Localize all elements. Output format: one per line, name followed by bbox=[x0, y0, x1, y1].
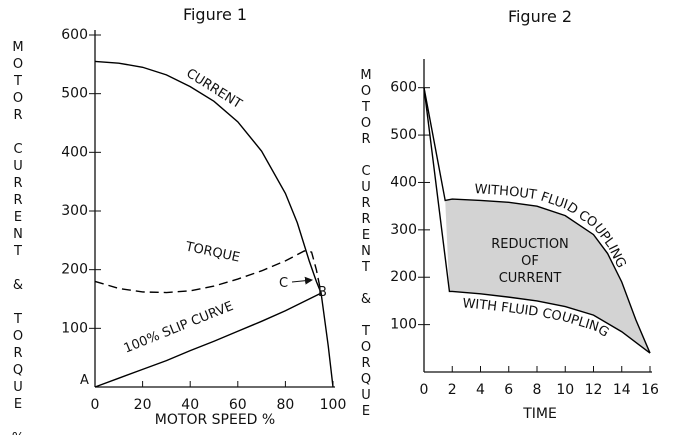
line bbox=[94, 250, 322, 294]
x-axis-label: TIME bbox=[522, 406, 557, 422]
annotation: A bbox=[80, 373, 89, 388]
x-tick-label: 20 bbox=[134, 397, 152, 413]
line bbox=[423, 87, 651, 354]
y-axis-label: MOTOR CURRENT & TORQUE % bbox=[359, 68, 374, 435]
y-tick-label: 200 bbox=[61, 262, 88, 278]
x-tick-label: 12 bbox=[585, 382, 603, 398]
line bbox=[94, 60, 334, 388]
line bbox=[423, 87, 651, 354]
y-tick-label: 400 bbox=[61, 144, 88, 160]
line bbox=[94, 292, 322, 388]
x-tick-label: 14 bbox=[613, 382, 631, 398]
x-tick-label: 10 bbox=[556, 382, 574, 398]
y-tick-label: 400 bbox=[390, 174, 417, 190]
y-tick-label: 300 bbox=[390, 222, 417, 238]
chart-title: Figure 2 bbox=[508, 7, 572, 26]
x-tick-label: 8 bbox=[533, 382, 542, 398]
x-tick-label: 16 bbox=[641, 382, 659, 398]
y-axis-label: MOTOR CURRENT & TORQUE % bbox=[11, 40, 26, 435]
x-tick-label: 6 bbox=[504, 382, 513, 398]
y-tick-label: 200 bbox=[390, 269, 417, 285]
x-tick-label: 4 bbox=[476, 382, 485, 398]
y-tick-label: 100 bbox=[390, 317, 417, 333]
shaded-area bbox=[445, 199, 650, 354]
y-tick-label: 500 bbox=[390, 127, 417, 143]
annotation: REDUCTION bbox=[491, 237, 569, 252]
x-axis-label: MOTOR SPEED % bbox=[155, 412, 275, 428]
x-tick-label: 2 bbox=[448, 382, 457, 398]
x-tick-label: 80 bbox=[276, 397, 294, 413]
y-tick-label: 300 bbox=[61, 203, 88, 219]
series-label: CURRENT bbox=[183, 66, 244, 112]
y-tick-label: 600 bbox=[61, 27, 88, 43]
series-label: 100% SLIP CURVE bbox=[122, 299, 236, 357]
x-tick-label: 60 bbox=[229, 397, 247, 413]
series-label: TORQUE bbox=[183, 239, 241, 265]
annotation: C bbox=[279, 276, 288, 291]
y-tick-label: 500 bbox=[61, 86, 88, 102]
annotation: OF bbox=[521, 254, 539, 269]
x-tick-label: 0 bbox=[420, 382, 429, 398]
x-tick-label: 0 bbox=[91, 397, 100, 413]
x-tick-label: 40 bbox=[181, 397, 199, 413]
arrow bbox=[291, 276, 313, 285]
annotation: CURRENT bbox=[499, 271, 562, 286]
y-tick-label: 100 bbox=[61, 320, 88, 336]
x-tick-label: 100 bbox=[320, 397, 347, 413]
y-tick-label: 600 bbox=[390, 80, 417, 96]
chart-title: Figure 1 bbox=[183, 5, 247, 24]
annotation: B bbox=[318, 285, 327, 300]
